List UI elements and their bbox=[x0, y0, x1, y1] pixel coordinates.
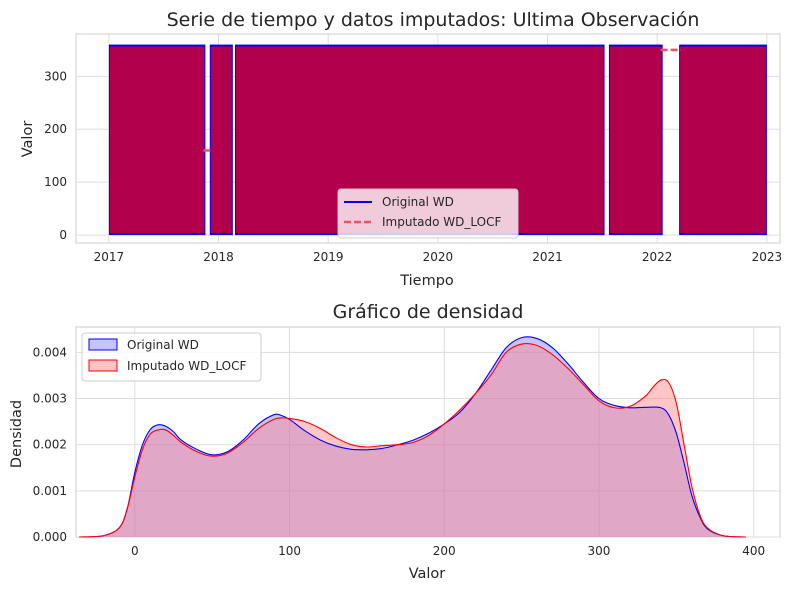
density-legend: Original WD Imputado WD_LOCF bbox=[81, 332, 262, 382]
density-y-axis-label: Densidad bbox=[9, 400, 25, 468]
density-x-tick-label: 200 bbox=[433, 544, 456, 558]
density-x-axis-label: Valor bbox=[409, 566, 446, 582]
density-imputed-line bbox=[79, 342, 746, 538]
density-x-tick-label: 100 bbox=[278, 544, 301, 558]
timeseries-x-tick-label: 2017 bbox=[94, 250, 125, 264]
timeseries-y-tick-label: 0 bbox=[59, 228, 67, 242]
imputed-series-band bbox=[680, 46, 766, 234]
density-legend-label-original: Original WD bbox=[127, 338, 199, 352]
density-x-ticks: 0 100 200 300 400 bbox=[131, 544, 765, 558]
density-title: Gráfico de densidad bbox=[333, 301, 524, 323]
timeseries-x-tick-label: 2021 bbox=[532, 250, 563, 264]
density-y-tick-label: 0.004 bbox=[33, 345, 67, 359]
density-imputed-area bbox=[79, 343, 746, 537]
density-legend-swatch-imputed bbox=[88, 359, 118, 372]
density-legend-label-imputed: Imputado WD_LOCF bbox=[127, 359, 246, 373]
density-y-tick-label: 0.001 bbox=[33, 484, 67, 498]
timeseries-y-tick-label: 300 bbox=[44, 69, 67, 83]
density-original-area bbox=[79, 336, 746, 537]
timeseries-legend-box bbox=[337, 188, 519, 239]
density-legend-box bbox=[81, 332, 262, 382]
timeseries-x-tick-label: 2020 bbox=[423, 250, 454, 264]
timeseries-y-tick-label: 200 bbox=[44, 122, 67, 136]
timeseries-chart: 2017 2018 2019 2020 2021 2022 2023 0100200300 … bbox=[20, 9, 782, 289]
density-y-tick-label: 0.000 bbox=[33, 530, 67, 544]
timeseries-x-ticks: 2017 2018 2019 2020 2021 2022 2023 bbox=[94, 250, 782, 264]
density-x-tick-label: 0 bbox=[131, 544, 139, 558]
timeseries-legend-label-original: Original WD bbox=[382, 195, 454, 209]
density-y-tick-label: 0.002 bbox=[33, 438, 67, 452]
imputed-series-band bbox=[109, 46, 205, 234]
density-x-tick-label: 300 bbox=[588, 544, 611, 558]
density-y-ticks: 0.000 0.001 0.002 0.003 0.004 bbox=[33, 345, 67, 544]
timeseries-x-tick-label: 2018 bbox=[203, 250, 234, 264]
density-y-tick-label: 0.003 bbox=[33, 392, 67, 406]
density-grid bbox=[76, 327, 780, 538]
timeseries-y-axis-label: Valor bbox=[20, 121, 36, 158]
timeseries-x-axis-label: Tiempo bbox=[399, 273, 454, 289]
density-chart: 0 100 200 300 400 0.0000.0010.0020.0030.004 … bbox=[9, 301, 781, 582]
imputed-series-band bbox=[609, 46, 662, 234]
timeseries-title: Serie de tiempo y datos imputados: Ultim… bbox=[167, 9, 700, 31]
density-legend-swatch-original bbox=[88, 338, 118, 351]
timeseries-legend: Original WD Imputado WD_LOCF bbox=[337, 188, 519, 239]
timeseries-x-tick-label: 2022 bbox=[642, 250, 673, 264]
density-series bbox=[79, 336, 746, 538]
timeseries-legend-label-imputed: Imputado WD_LOCF bbox=[382, 215, 501, 229]
timeseries-y-tick-label: 100 bbox=[44, 175, 67, 189]
timeseries-x-tick-label: 2023 bbox=[752, 250, 783, 264]
timeseries-y-ticks: 0 100 200 300 bbox=[44, 69, 67, 242]
density-x-tick-label: 400 bbox=[742, 544, 765, 558]
timeseries-x-tick-label: 2019 bbox=[313, 250, 344, 264]
imputed-series-band bbox=[210, 46, 232, 234]
